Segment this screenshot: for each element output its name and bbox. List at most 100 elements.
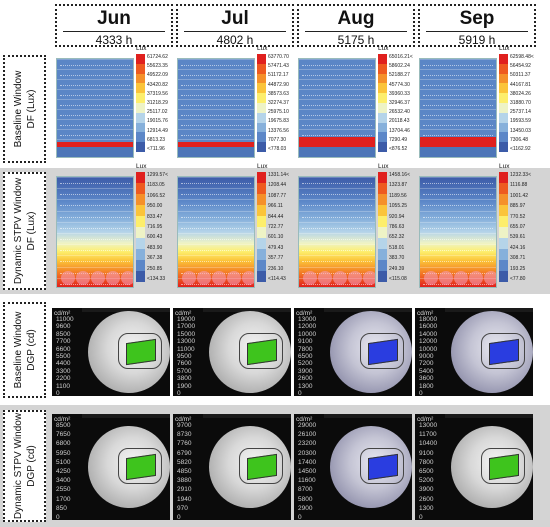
- luminance-unit: cd/m²: [417, 416, 434, 423]
- legend-tick-label: 12914.49: [147, 127, 168, 134]
- grid-row: [299, 99, 375, 109]
- baseline-df-grid: [298, 58, 376, 158]
- luminance-tick-label: 5500: [56, 353, 71, 360]
- legend-tick-label: 652.32: [389, 234, 405, 241]
- grid-dots: [302, 261, 372, 263]
- luminance-tick-label: 5700: [177, 367, 192, 375]
- baseline-dgp-render: cd/m² 19000 17000 15000 13000 11000 9500 7600 57…: [173, 308, 291, 396]
- legend-swatch: [378, 122, 387, 133]
- luminance-tick-label: 9000: [419, 353, 434, 360]
- high-illuminance-band: [299, 137, 375, 147]
- legend-colorbar: [378, 54, 387, 152]
- legend-tick-label: 920.94: [389, 213, 405, 220]
- legend-swatch: [378, 132, 387, 143]
- glare-contour: [239, 448, 283, 484]
- baseline-dgp-render: cd/m² 11000 9600 8500 7700 6600 5500 4400 3300 22…: [52, 308, 170, 396]
- luminance-tick-label: 7650: [56, 431, 71, 439]
- grid-row: [178, 210, 254, 222]
- baseline-dgp-render: cd/m² 13000 12000 10000 9100 7800 6500 5200 3900…: [294, 308, 412, 396]
- legend-swatch: [136, 112, 145, 123]
- legend-swatch: [257, 249, 266, 260]
- luminance-tick-label: 0: [56, 514, 60, 520]
- grid-dots: [302, 74, 372, 76]
- grid-row: [420, 210, 496, 222]
- grid-row: [57, 221, 133, 233]
- luminance-tick-label: 13000: [298, 316, 317, 323]
- grid-row: [178, 69, 254, 79]
- stpv-dgp-render: cd/m² 13000 11700 10400 9100 7800 6500 5200 3900…: [415, 414, 533, 520]
- legend-tick-label: 25737.14: [510, 109, 531, 116]
- legend-tick-label: 31218.29: [147, 100, 168, 106]
- grid-row: [57, 119, 133, 129]
- grid-dots: [423, 194, 493, 196]
- legend-swatch: [378, 73, 387, 84]
- grid-row: [57, 129, 133, 139]
- grid-dots: [423, 239, 493, 241]
- window-edge-band: [178, 147, 254, 157]
- luminance-tick-label: 0: [177, 390, 181, 396]
- grid-dots: [423, 94, 493, 96]
- legend-tick-label: 716.95: [147, 224, 163, 230]
- legend-tick-label: 367.38: [147, 255, 163, 262]
- luminance-tick-label: 1300: [298, 382, 313, 390]
- glare-hotspot: [348, 271, 362, 285]
- legend-tick-label: 58602.24: [389, 63, 410, 70]
- grid-row: [57, 79, 133, 89]
- legend-tick-label: 483.90: [147, 244, 163, 251]
- stpv-df-grid: [177, 176, 255, 288]
- legend-tick-label: 13376.56: [268, 127, 289, 134]
- grid-row: [178, 59, 254, 69]
- glare-hotspot: [484, 271, 496, 285]
- luminance-scale: cd/m² 29000 26100 23200 20300 17400 14500 11600…: [296, 416, 324, 520]
- stpv-dgp-render: cd/m² 9700 8730 7760 6790 5820 4850 3880 2910 194…: [173, 414, 291, 520]
- luminance-tick-label: 11700: [419, 431, 437, 439]
- legend-tick-label: 26532.40: [389, 109, 410, 116]
- luminance-tick-label: 3900: [419, 486, 434, 494]
- luminance-tick-label: 5820: [177, 458, 192, 466]
- month-header-jul: Jul 4802 h: [176, 4, 294, 47]
- legend-swatch: [378, 83, 387, 94]
- legend-swatch: [257, 216, 266, 227]
- legend-swatch: [499, 205, 508, 216]
- luminance-tick-label: 7800: [298, 345, 313, 353]
- glare-hotspot: [333, 271, 347, 285]
- legend-tick-label: 833.47: [147, 213, 163, 220]
- luminance-tick-label: 0: [419, 390, 423, 396]
- legend-tick-label: 25975.10: [268, 109, 289, 116]
- luminance-title-bar: [203, 414, 291, 418]
- grid-row: [178, 119, 254, 129]
- stpv-dgp-render: cd/m² 29000 26100 23200 20300 17400 14500 11600…: [294, 414, 412, 520]
- luminance-tick-label: 1300: [419, 504, 434, 512]
- glare-hotspot: [61, 271, 75, 285]
- luminance-tick-label: 7760: [177, 440, 192, 448]
- legend-tick-label: 56454.92: [510, 63, 531, 70]
- legend-tick-label: 1189.56: [389, 192, 407, 199]
- legend-swatch: [499, 54, 508, 64]
- glare-hotspot: [424, 271, 438, 285]
- legend-tick-label: 479.43: [268, 244, 284, 251]
- grid-row: [57, 188, 133, 199]
- luminance-tick-label: 7200: [419, 360, 434, 368]
- luminance-tick-label: 9500: [177, 353, 192, 360]
- legend-swatch: [499, 63, 508, 74]
- luminance-scale: cd/m² 13000 12000 10000 9100 7800 6500 5200 3900…: [296, 310, 324, 396]
- legend-tick-label: 308.71: [510, 255, 526, 262]
- grid-dots: [181, 134, 251, 136]
- grid-row: [178, 255, 254, 266]
- legend-swatch: [257, 93, 266, 103]
- df-legend: Lux 1331.14< 1208.44 1087.77 966.11 844.44 722…: [257, 163, 289, 282]
- high-illuminance-band: [420, 137, 496, 147]
- luminance-title-bar: [324, 414, 412, 418]
- luminance-tick-label: 12000: [419, 338, 438, 346]
- glare-contour: [118, 448, 162, 484]
- legend-swatch: [136, 194, 145, 205]
- window-edge-band: [57, 147, 133, 157]
- grid-row: [178, 99, 254, 109]
- luminance-tick-label: 0: [298, 514, 302, 520]
- luminance-tick-label: 8700: [298, 486, 313, 494]
- legend-tick-label: 39360.33: [389, 90, 410, 97]
- legend-tick-label: 1116.88: [510, 182, 528, 189]
- legend-swatch: [378, 216, 387, 227]
- glare-hotspot: [454, 271, 468, 285]
- legend-swatch: [257, 238, 266, 249]
